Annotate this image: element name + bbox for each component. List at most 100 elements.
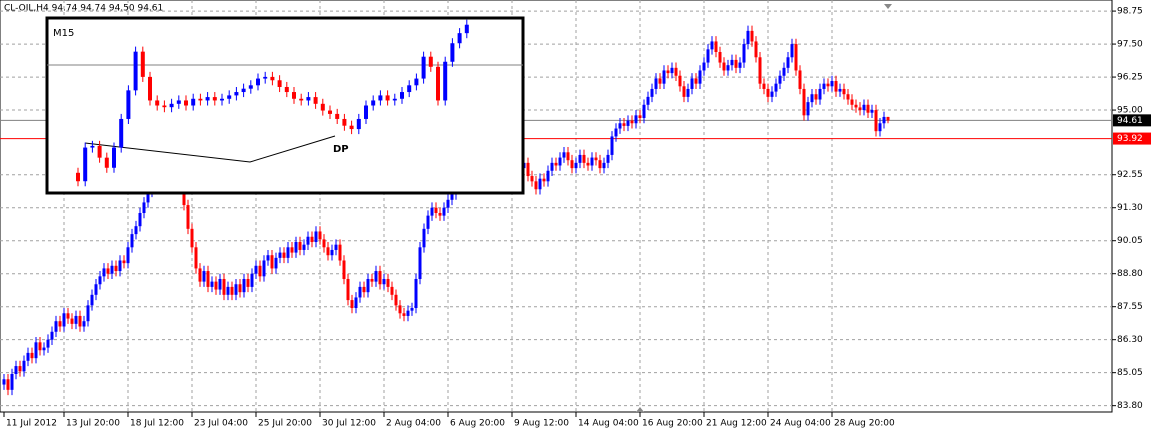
candle-body (464, 24, 469, 34)
y-tick-label: 83.80 (1117, 401, 1143, 411)
candle-body (378, 271, 382, 285)
candle-body (94, 284, 98, 295)
candle-body (598, 160, 602, 169)
y-tick-label: 91.30 (1117, 203, 1143, 213)
candle-body (90, 294, 94, 306)
candle-body (394, 294, 398, 306)
candle-body (138, 212, 142, 227)
candle-body (326, 247, 330, 256)
candle-body (874, 110, 878, 132)
candle-body (86, 305, 90, 322)
candle-body (854, 104, 858, 108)
candle-body (318, 231, 322, 240)
candle-body (262, 260, 266, 277)
y-tick-label: 86.30 (1117, 335, 1143, 345)
candle-body (582, 154, 586, 163)
y-tick-label: 96.25 (1117, 73, 1143, 83)
candle-body (119, 118, 124, 148)
candle-body (306, 236, 310, 245)
candle-body (155, 100, 160, 106)
candle-body (66, 313, 70, 319)
candle-body (266, 255, 270, 261)
candle-body (270, 76, 275, 81)
candle-body (694, 78, 698, 84)
candle-body (292, 92, 296, 99)
candle-body (322, 239, 326, 248)
candle-body (378, 95, 383, 101)
y-tick-label: 95.00 (1117, 106, 1143, 116)
candle-body (104, 157, 109, 168)
candle-body (284, 86, 289, 93)
candle-body (530, 176, 534, 182)
candle-body (886, 116, 890, 121)
candle-body (198, 98, 203, 101)
candle-body (58, 321, 62, 327)
candle-body (398, 305, 402, 314)
candle-body (438, 212, 442, 216)
candle-body (746, 30, 750, 45)
candle-body (638, 115, 642, 118)
candle-body (78, 315, 82, 327)
candle-body (542, 178, 546, 182)
candle-body (830, 81, 834, 87)
candle-body (342, 260, 346, 279)
candle-body (176, 100, 181, 104)
candle-body (82, 321, 86, 327)
price-label-box (1113, 132, 1151, 145)
x-tick-label: 16 Aug 20:00 (642, 419, 703, 429)
candle-body (169, 103, 174, 108)
candle-body (678, 75, 682, 87)
x-tick-label: 6 Aug 20:00 (450, 419, 505, 429)
candle-body (206, 271, 210, 287)
candle-body (342, 118, 347, 126)
x-tick-label: 21 Aug 12:00 (706, 419, 767, 429)
candle-body (382, 278, 386, 285)
candle-body (133, 51, 138, 91)
candle-body (526, 162, 530, 177)
y-tick-label: 87.55 (1117, 302, 1143, 312)
candle-body (734, 59, 738, 68)
candle-body (762, 83, 766, 89)
candle-body (118, 260, 122, 272)
candle-body (862, 104, 866, 111)
inset-annotation: DP (333, 144, 349, 155)
candle-body (222, 278, 226, 295)
candle-body (726, 65, 730, 71)
candle-body (112, 147, 116, 168)
candle-body (407, 85, 412, 93)
x-tick-label: 11 Jul 2012 (6, 419, 57, 429)
candle-body (212, 97, 217, 101)
candle-body (370, 278, 374, 282)
candle-body (642, 104, 646, 118)
candle-body (18, 366, 22, 372)
candle-body (198, 268, 202, 282)
candle-body (126, 90, 131, 119)
x-tick-label: 28 Aug 20:00 (834, 419, 895, 429)
x-tick-label: 18 Jul 12:00 (130, 419, 184, 429)
candle-body (650, 88, 654, 97)
candle-body (802, 88, 806, 116)
candle-body (364, 105, 368, 119)
candle-body (140, 51, 145, 77)
candle-body (546, 170, 550, 182)
y-tick-label: 92.55 (1117, 170, 1143, 180)
candle-body (350, 300, 354, 309)
candle-body (366, 278, 370, 293)
candle-body (294, 242, 298, 253)
candle-body (758, 57, 762, 84)
candle-body (90, 145, 95, 148)
candle-body (182, 189, 186, 206)
candle-body (330, 249, 334, 256)
candle-body (722, 62, 726, 71)
candle-body (770, 91, 774, 97)
candle-body (538, 178, 542, 190)
y-tick-label: 88.80 (1117, 269, 1143, 279)
candle-body (710, 41, 714, 50)
scroll-marker (636, 407, 644, 412)
candle-body (870, 110, 874, 113)
candle-body (338, 244, 342, 261)
candle-body (234, 92, 239, 96)
candle-body (205, 97, 210, 101)
candle-body (349, 125, 354, 130)
candle-body (277, 80, 282, 87)
